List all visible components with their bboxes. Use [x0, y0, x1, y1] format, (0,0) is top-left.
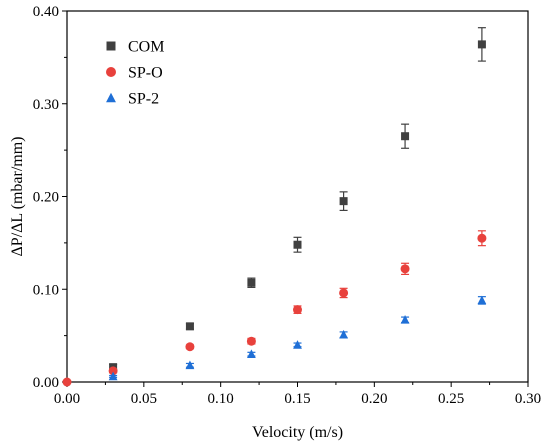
- y-tick-label: 0.40: [33, 4, 59, 20]
- legend-label-sp-o: SP-O: [128, 65, 163, 82]
- legend-label-com: COM: [128, 39, 164, 56]
- x-tick-label: 0.00: [54, 391, 80, 407]
- data-point: [108, 371, 118, 381]
- y-tick-label: 0.10: [33, 282, 59, 298]
- series-sp-o: [62, 230, 487, 387]
- data-point: [185, 322, 194, 331]
- x-tick-label: 0.15: [284, 391, 310, 407]
- data-point: [293, 340, 302, 349]
- legend-marker-sp-2: [106, 92, 116, 103]
- data-point: [401, 132, 410, 141]
- data-point: [477, 40, 486, 49]
- data-point: [185, 360, 195, 370]
- data-point: [400, 315, 410, 324]
- data-point: [246, 336, 256, 346]
- legend-marker-sp-o: [106, 67, 116, 77]
- y-axis-title: ΔP/ΔL (mbar/mm): [9, 137, 26, 257]
- y-tick-label: 0.00: [33, 375, 59, 391]
- data-point: [477, 233, 487, 243]
- legend: COM SP-O SP-2: [106, 39, 164, 108]
- legend-label-sp-2: SP-2: [128, 91, 159, 108]
- data-point: [339, 197, 348, 206]
- data-point: [400, 264, 410, 274]
- x-tick-label: 0.10: [208, 391, 234, 407]
- data-point: [339, 329, 348, 339]
- x-tick-label: 0.25: [438, 391, 464, 407]
- legend-marker-com: [106, 41, 116, 51]
- data-point: [247, 349, 256, 358]
- data-point: [477, 295, 487, 305]
- x-axis-title: Velocity (m/s): [252, 424, 343, 441]
- data-point: [293, 240, 302, 249]
- x-tick-label: 0.05: [131, 391, 157, 407]
- x-tick-label: 0.20: [361, 391, 387, 407]
- x-tick-label: 0.30: [515, 391, 541, 407]
- data-marks: [62, 27, 487, 387]
- axes: 0.00 0.05 0.10 0.15 0.20 0.25 0.30 0.00 0.10 0.20…: [33, 4, 541, 407]
- y-tick-label: 0.30: [33, 97, 59, 113]
- data-point: [108, 366, 118, 376]
- data-point: [247, 278, 256, 287]
- series-com: [109, 27, 486, 372]
- data-point: [62, 377, 72, 387]
- data-point: [339, 288, 349, 298]
- data-point: [293, 305, 302, 315]
- data-point: [185, 342, 195, 352]
- y-tick-label: 0.20: [33, 190, 59, 206]
- series-sp-2: [108, 295, 487, 381]
